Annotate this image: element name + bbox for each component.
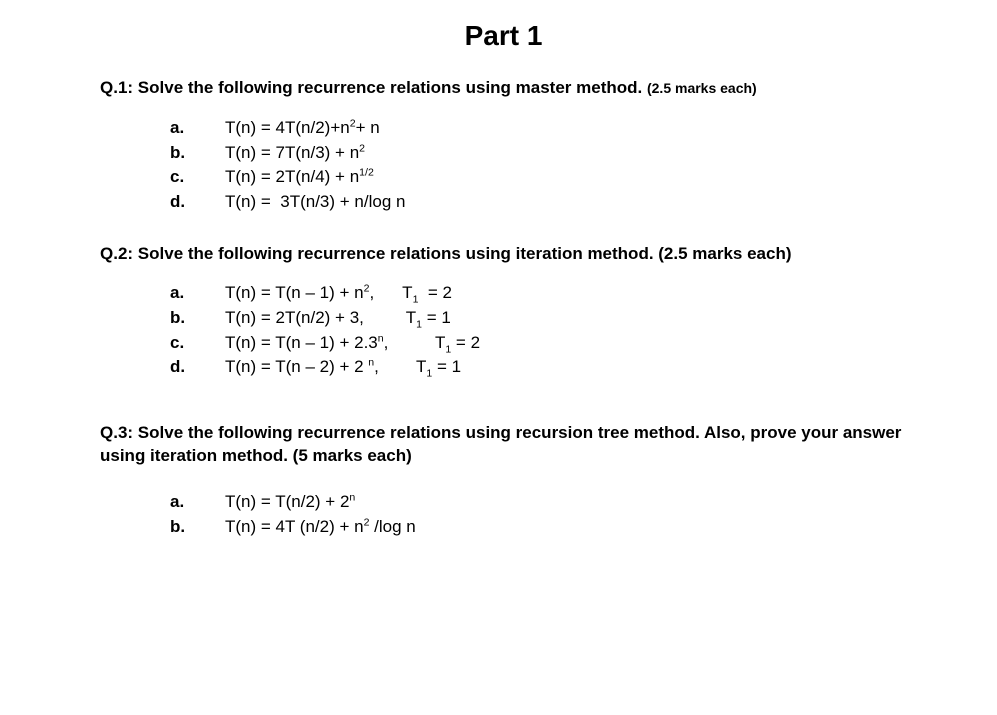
item-equation: T(n) = 4T (n/2) + n2 /log n bbox=[225, 515, 416, 540]
q3-heading: Q.3: Solve the following recurrence rela… bbox=[100, 422, 907, 468]
item-equation: T(n) = 7T(n/3) + n2 bbox=[225, 141, 365, 166]
list-item: d. T(n) = T(n – 2) + 2 n, T1 = 1 bbox=[170, 355, 907, 380]
item-marker: a. bbox=[170, 281, 225, 306]
part-title: Part 1 bbox=[100, 20, 907, 52]
item-marker: a. bbox=[170, 490, 225, 515]
list-item: a. T(n) = 4T(n/2)+n2+ n bbox=[170, 116, 907, 141]
item-equation: T(n) = T(n – 1) + 2.3n, bbox=[225, 331, 388, 356]
list-item: a. T(n) = T(n – 1) + n2, T1 = 2 bbox=[170, 281, 907, 306]
q1-text: Solve the following recurrence relations… bbox=[138, 78, 642, 97]
item-equation: T(n) = 2T(n/2) + 3, bbox=[225, 306, 364, 331]
item-equation: T(n) = T(n/2) + 2n bbox=[225, 490, 355, 515]
list-item: b. T(n) = 7T(n/3) + n2 bbox=[170, 141, 907, 166]
item-equation: T(n) = 3T(n/3) + n/log n bbox=[225, 190, 405, 215]
item-condition: T1 = 1 bbox=[407, 355, 461, 380]
list-item: c. T(n) = 2T(n/4) + n1/2 bbox=[170, 165, 907, 190]
item-marker: c. bbox=[170, 165, 225, 190]
q2-heading: Q.2: Solve the following recurrence rela… bbox=[100, 243, 907, 266]
q1-list: a. T(n) = 4T(n/2)+n2+ n b. T(n) = 7T(n/3… bbox=[170, 116, 907, 215]
item-equation: T(n) = 4T(n/2)+n2+ n bbox=[225, 116, 380, 141]
q3-text: Solve the following recurrence relations… bbox=[100, 423, 901, 465]
list-item: b. T(n) = 4T (n/2) + n2 /log n bbox=[170, 515, 907, 540]
q1-heading: Q.1: Solve the following recurrence rela… bbox=[100, 77, 907, 100]
item-marker: d. bbox=[170, 355, 225, 380]
item-condition: T1 = 1 bbox=[392, 306, 451, 331]
item-marker: a. bbox=[170, 116, 225, 141]
item-equation: T(n) = T(n – 1) + n2, bbox=[225, 281, 374, 306]
list-item: a. T(n) = T(n/2) + 2n bbox=[170, 490, 907, 515]
list-item: c. T(n) = T(n – 1) + 2.3n, T1 = 2 bbox=[170, 331, 907, 356]
item-marker: b. bbox=[170, 515, 225, 540]
q3-list: a. T(n) = T(n/2) + 2n b. T(n) = 4T (n/2)… bbox=[170, 490, 907, 539]
spacer bbox=[100, 408, 907, 422]
q1-marks: (2.5 marks each) bbox=[647, 80, 757, 96]
list-item: b. T(n) = 2T(n/2) + 3, T1 = 1 bbox=[170, 306, 907, 331]
q3-number: Q.3: bbox=[100, 423, 133, 442]
item-equation: T(n) = T(n – 2) + 2 n, bbox=[225, 355, 379, 380]
document-page: Part 1 Q.1: Solve the following recurren… bbox=[0, 0, 997, 587]
item-equation: T(n) = 2T(n/4) + n1/2 bbox=[225, 165, 374, 190]
q2-number: Q.2: bbox=[100, 244, 133, 263]
q2-list: a. T(n) = T(n – 1) + n2, T1 = 2 b. T(n) … bbox=[170, 281, 907, 380]
item-marker: b. bbox=[170, 141, 225, 166]
item-condition: T1 = 2 bbox=[402, 281, 452, 306]
q2-text: Solve the following recurrence relations… bbox=[138, 244, 792, 263]
item-marker: c. bbox=[170, 331, 225, 356]
list-item: d. T(n) = 3T(n/3) + n/log n bbox=[170, 190, 907, 215]
q1-number: Q.1: bbox=[100, 78, 133, 97]
item-marker: b. bbox=[170, 306, 225, 331]
item-condition: T1 = 2 bbox=[416, 331, 480, 356]
item-marker: d. bbox=[170, 190, 225, 215]
